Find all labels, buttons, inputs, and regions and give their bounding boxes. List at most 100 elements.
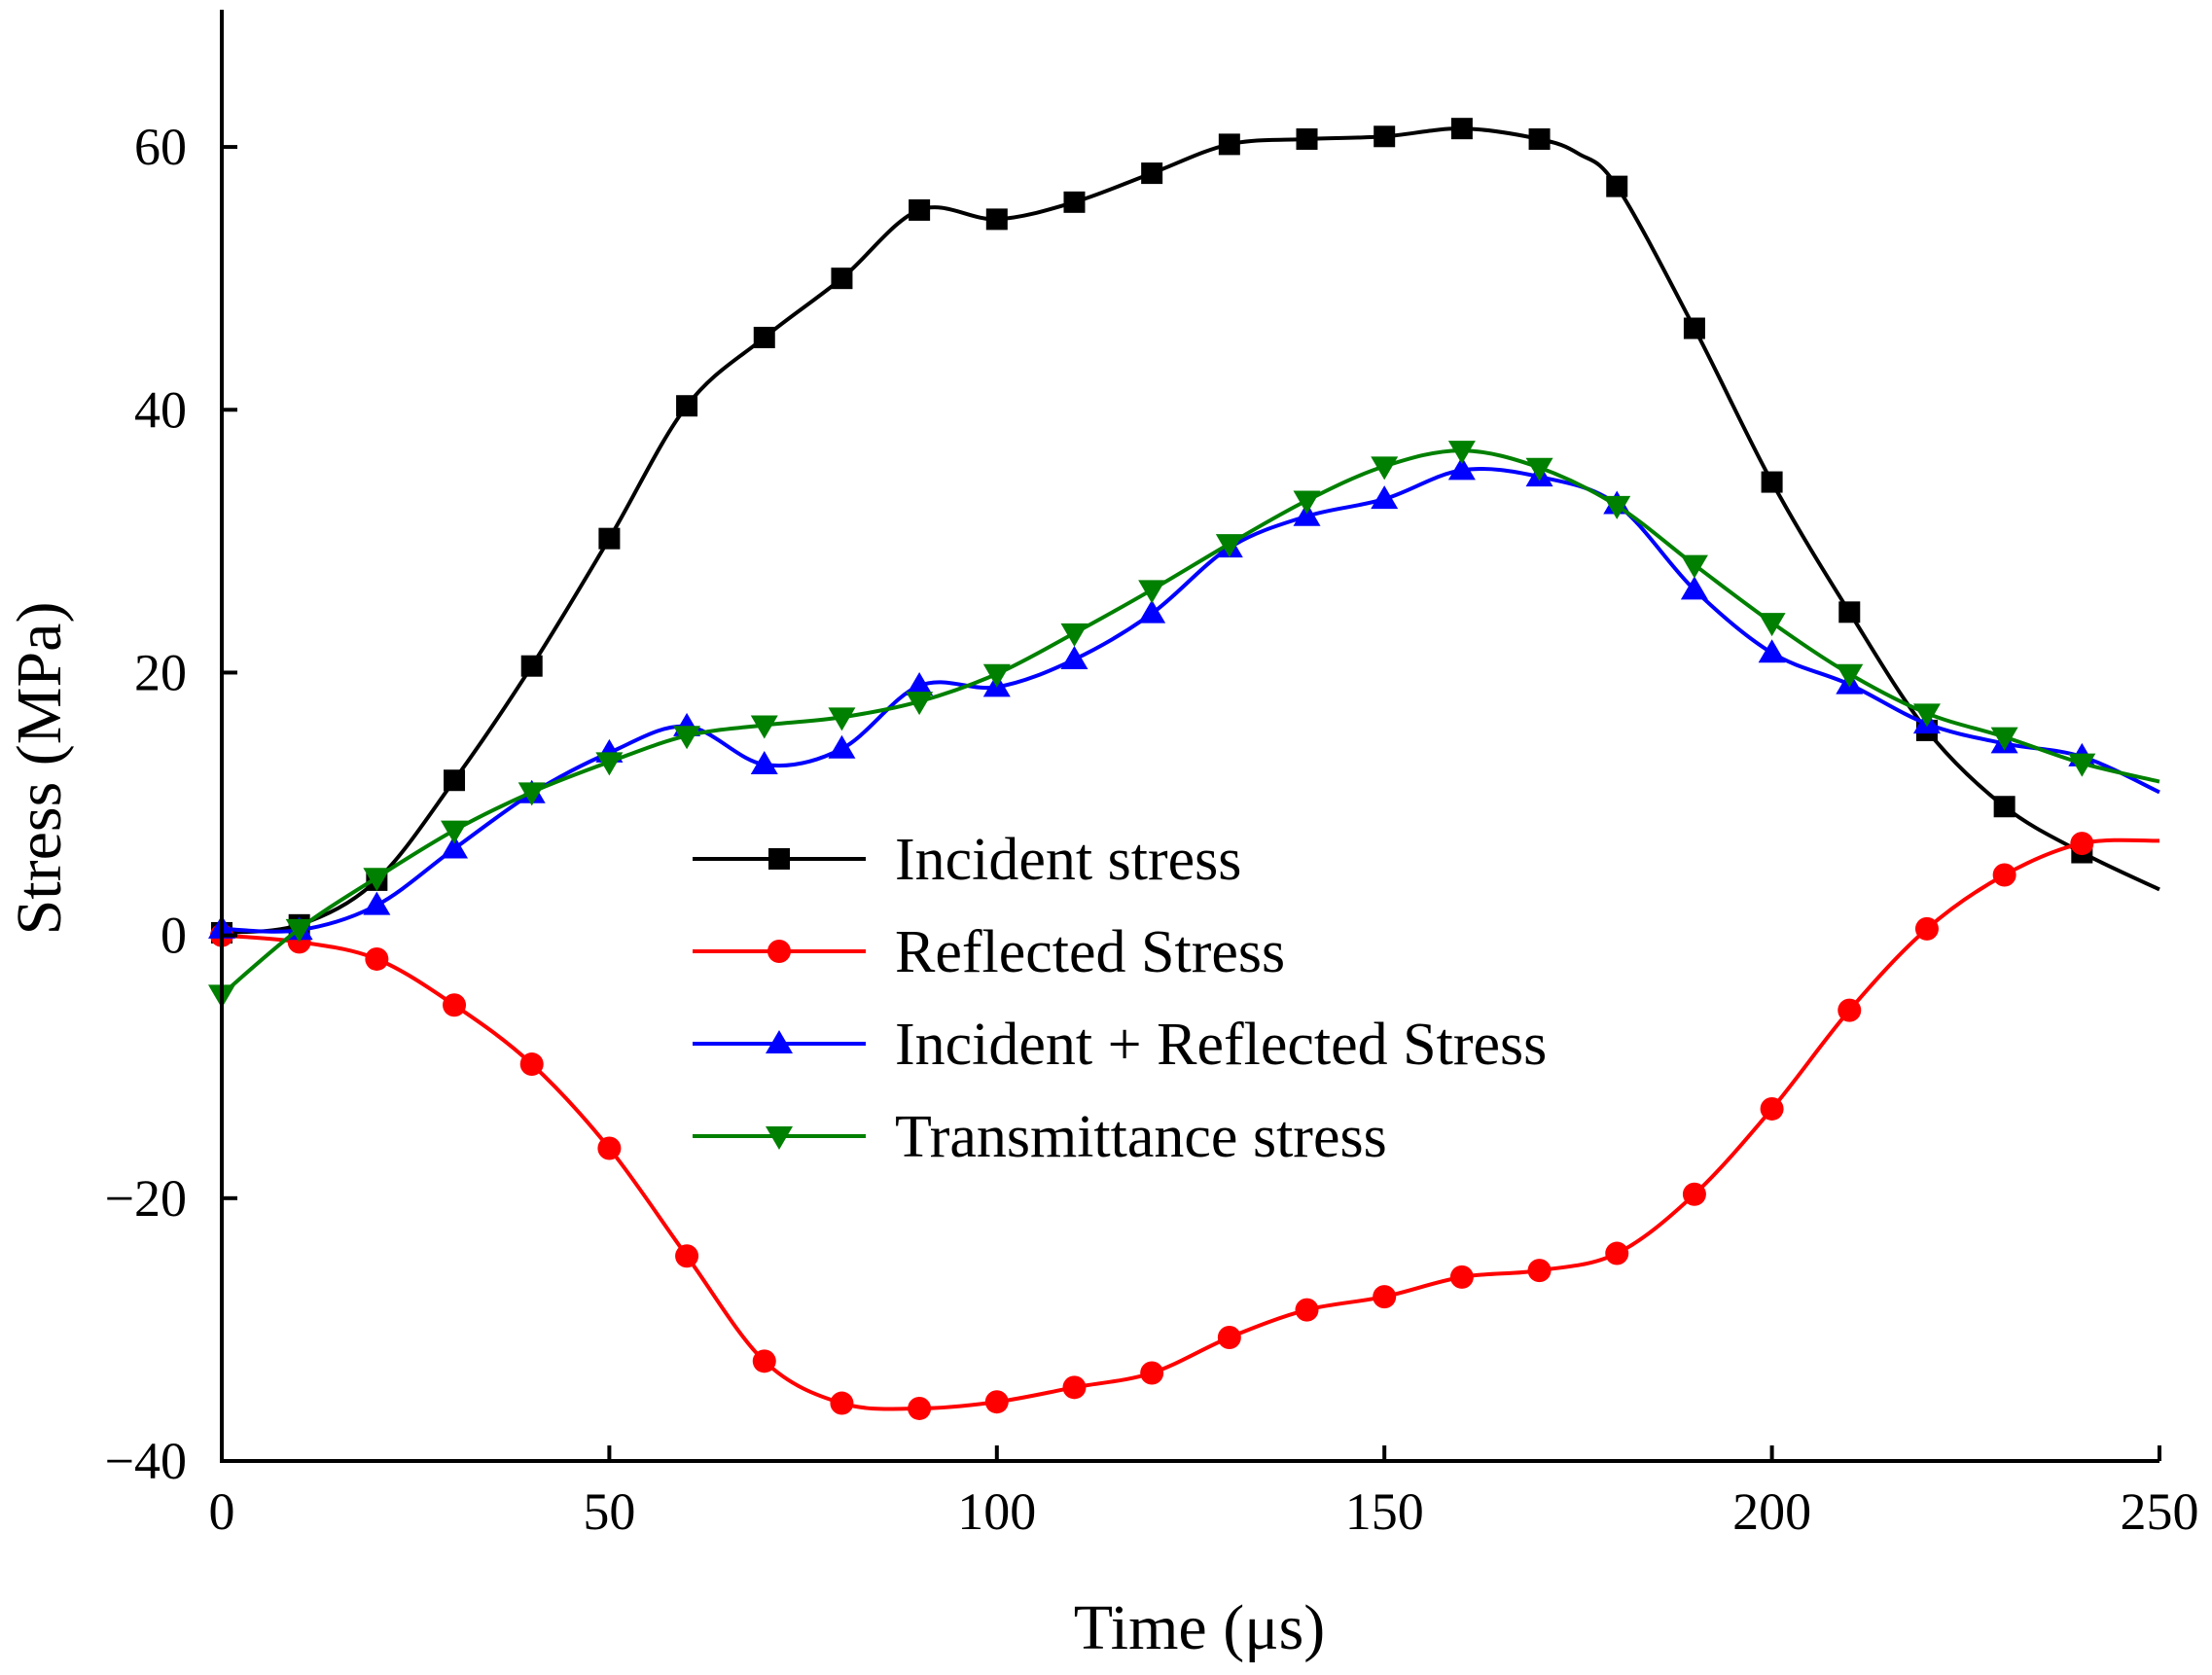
reflected-stress-marker bbox=[984, 1390, 1009, 1414]
series-layer bbox=[208, 118, 2160, 1420]
transmittance-stress-marker bbox=[1603, 495, 1631, 519]
incident-stress-marker bbox=[676, 395, 698, 417]
y-tick-label: 60 bbox=[134, 118, 187, 176]
y-tick-label: −20 bbox=[105, 1169, 187, 1228]
y-tick-label: 40 bbox=[134, 380, 187, 439]
transmittance-stress-marker bbox=[1680, 554, 1708, 579]
reflected-stress-marker bbox=[597, 1136, 622, 1160]
reflected-stress-marker bbox=[1527, 1259, 1552, 1283]
transmittance-stress-marker bbox=[1836, 663, 1864, 688]
reflected-stress-marker bbox=[1914, 916, 1939, 941]
reflected-stress-marker bbox=[1992, 863, 2016, 887]
incident-stress-line bbox=[221, 126, 2160, 935]
legend-label: Incident + Reflected Stress bbox=[895, 1012, 1547, 1078]
legend-label: Incident stress bbox=[895, 827, 1241, 893]
y-tick-label: 20 bbox=[134, 643, 187, 701]
legend-label: Reflected Stress bbox=[895, 919, 1285, 985]
incident-stress-marker bbox=[1450, 118, 1473, 140]
reflected-stress-marker bbox=[752, 1349, 776, 1373]
legend-item-reflected-stress: Reflected Stress bbox=[693, 919, 1285, 985]
incident-stress-marker bbox=[1374, 125, 1396, 148]
legend-item-transmittance-stress: Transmittance stress bbox=[693, 1104, 1387, 1170]
y-tick-label: −40 bbox=[105, 1432, 187, 1490]
reflected-stress-marker bbox=[1449, 1265, 1474, 1289]
incident-reflected-stress-marker bbox=[1758, 639, 1786, 663]
incident-stress-marker bbox=[444, 769, 466, 792]
incident-stress-marker bbox=[1838, 601, 1861, 624]
legend-item-incident-reflected-stress: Incident + Reflected Stress bbox=[693, 1012, 1547, 1078]
transmittance-stress-marker bbox=[1525, 457, 1553, 481]
reflected-stress-line bbox=[221, 838, 2160, 1411]
transmittance-stress-marker bbox=[2068, 753, 2096, 777]
reflected-stress-marker bbox=[1837, 998, 1862, 1022]
incident-reflected-stress-marker bbox=[906, 671, 934, 695]
incident-reflected-stress-marker bbox=[1447, 456, 1476, 481]
incident-stress-marker bbox=[1528, 127, 1551, 150]
incident-stress-marker bbox=[520, 655, 543, 677]
x-tick-label: 200 bbox=[1732, 1482, 1811, 1541]
transmittance-stress-marker bbox=[363, 868, 391, 892]
transmittance-stress-marker bbox=[750, 715, 778, 739]
incident-stress-marker bbox=[1761, 471, 1783, 493]
transmittance-stress-marker bbox=[1912, 703, 1941, 728]
incident-stress-marker bbox=[1296, 127, 1318, 150]
transmittance-stress-marker bbox=[1371, 456, 1399, 481]
reflected-stress-marker bbox=[675, 1244, 699, 1268]
reflected-stress-marker bbox=[365, 946, 389, 971]
transmittance-stress-marker bbox=[285, 918, 313, 943]
transmittance-stress-marker bbox=[517, 782, 546, 806]
incident-stress-marker bbox=[1606, 175, 1628, 197]
transmittance-stress-marker bbox=[1447, 441, 1476, 465]
transmittance-stress-marker bbox=[595, 752, 624, 776]
reflected-stress-marker bbox=[1760, 1096, 1784, 1121]
incident-reflected-stress-marker bbox=[441, 835, 469, 859]
transmittance-stress-marker bbox=[906, 692, 934, 716]
y-axis-title: Stress (MPa) bbox=[4, 602, 75, 936]
x-axis-title: Time (μs) bbox=[1074, 1592, 1326, 1663]
x-tick-label: 0 bbox=[209, 1482, 235, 1541]
reflected-stress-marker bbox=[443, 993, 467, 1017]
x-tick-label: 100 bbox=[957, 1482, 1036, 1541]
legend-label: Transmittance stress bbox=[895, 1104, 1387, 1170]
x-tick-label: 250 bbox=[2121, 1482, 2199, 1541]
reflected-stress-marker bbox=[1217, 1326, 1241, 1350]
incident-stress-marker bbox=[1141, 162, 1163, 185]
reflected-stress-marker bbox=[1373, 1285, 1397, 1309]
x-tick-label: 50 bbox=[583, 1482, 635, 1541]
legend: Incident stress Reflected Stress Incident … bbox=[693, 827, 1547, 1170]
transmittance-stress-marker bbox=[441, 820, 469, 844]
reflected-stress-marker bbox=[2070, 832, 2094, 856]
incident-reflected-stress-marker bbox=[1060, 645, 1088, 669]
transmittance-stress-marker bbox=[673, 726, 701, 750]
incident-stress-marker bbox=[1063, 191, 1086, 213]
incident-reflected-stress-marker bbox=[1293, 502, 1321, 526]
reflected-stress-marker bbox=[1682, 1182, 1706, 1206]
incident-reflected-stress-marker bbox=[828, 734, 856, 759]
reflected-stress-marker bbox=[1140, 1361, 1164, 1385]
y-tick-label: 0 bbox=[161, 907, 187, 965]
reflected-stress-marker bbox=[908, 1396, 932, 1420]
incident-reflected-stress-line bbox=[221, 467, 2160, 934]
incident-stress-marker bbox=[909, 198, 931, 221]
legend-swatch-marker bbox=[766, 1126, 793, 1150]
incident-reflected-stress-marker bbox=[750, 751, 778, 775]
transmittance-stress-marker bbox=[1293, 490, 1321, 515]
series-incident-stress bbox=[211, 118, 2160, 944]
legend-swatch-marker bbox=[766, 1030, 793, 1053]
legend-swatch-marker bbox=[768, 848, 790, 870]
incident-stress-marker bbox=[831, 267, 853, 290]
transmittance-stress-marker bbox=[1060, 623, 1088, 647]
series-transmittance-stress bbox=[208, 441, 2160, 1009]
incident-stress-marker bbox=[1683, 317, 1705, 339]
incident-stress-marker bbox=[598, 527, 621, 550]
transmittance-stress-line bbox=[220, 448, 2160, 996]
transmittance-stress-marker bbox=[828, 707, 856, 731]
reflected-stress-marker bbox=[1062, 1375, 1087, 1400]
reflected-stress-marker bbox=[519, 1052, 544, 1077]
incident-stress-marker bbox=[1218, 133, 1240, 156]
reflected-stress-marker bbox=[1295, 1298, 1319, 1322]
incident-reflected-stress-marker bbox=[1138, 599, 1166, 624]
transmittance-stress-marker bbox=[1138, 580, 1166, 604]
legend-swatch-marker bbox=[767, 940, 791, 963]
